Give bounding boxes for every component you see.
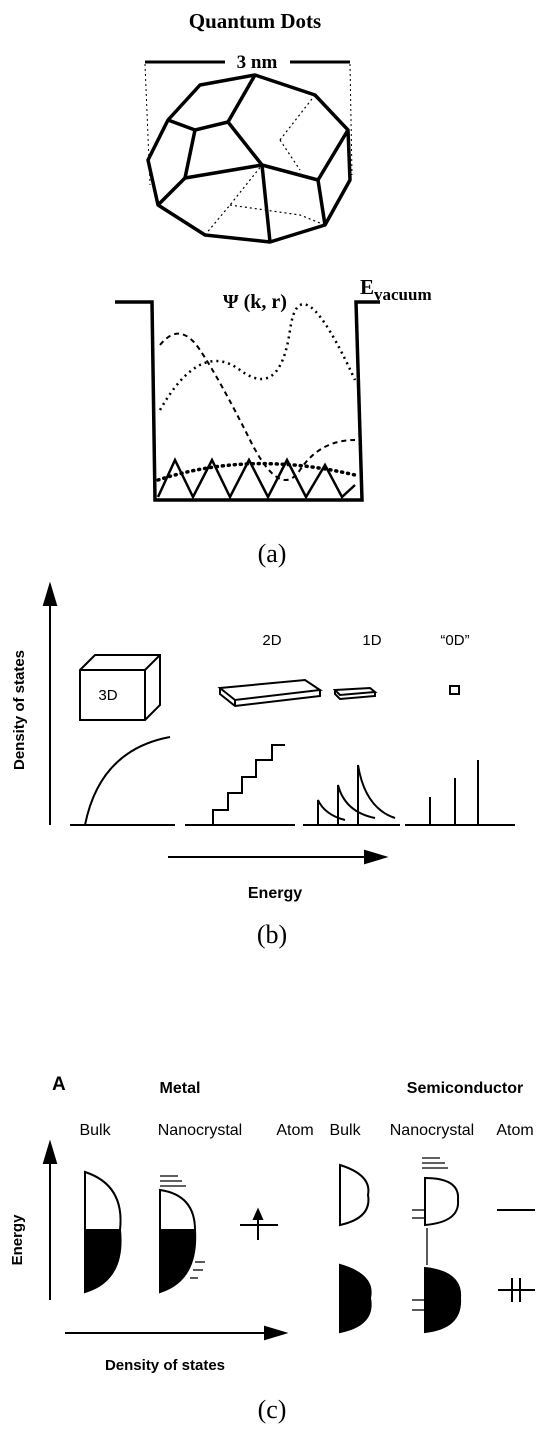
label-3d: 3D: [98, 687, 117, 704]
y-axis-label: Energy: [9, 1214, 26, 1266]
size-label: 3 nm: [237, 52, 278, 73]
column-label: Nanocrystal: [390, 1122, 474, 1139]
column-label: Bulk: [329, 1122, 361, 1139]
column-label: Atom: [496, 1122, 533, 1139]
wavefunction-label: Ψ (k, r): [223, 291, 287, 313]
panel-a: Quantum Dots 3 nm Ψ (k, r) Evacuum (a): [115, 9, 432, 568]
label-0d: “0D”: [440, 632, 469, 649]
caption: (c): [258, 1395, 287, 1424]
caption: (b): [257, 920, 287, 949]
caption: (a): [258, 539, 287, 568]
panel-b: Density of states 3D 2D 1D “0D” Energy (…: [11, 581, 515, 949]
panel-c: A Metal Semiconductor Bulk Nanocrystal A…: [9, 1074, 535, 1424]
label-2d: 2D: [262, 632, 281, 649]
column-label: Nanocrystal: [158, 1122, 242, 1139]
x-axis-label: Density of states: [105, 1357, 225, 1374]
column-label: Bulk: [79, 1122, 111, 1139]
group-label: Semiconductor: [407, 1080, 523, 1097]
vacuum-label: Evacuum: [360, 275, 432, 304]
level-subscript: vacuum: [374, 285, 432, 304]
title: Quantum Dots: [189, 9, 321, 33]
group-label: Metal: [160, 1080, 201, 1097]
y-axis-label: Density of states: [11, 650, 28, 770]
column-label: Atom: [276, 1122, 313, 1139]
tag: A: [52, 1074, 66, 1095]
label-1d: 1D: [362, 632, 381, 649]
x-axis-label: Energy: [248, 885, 302, 902]
level-symbol: E: [360, 275, 374, 299]
